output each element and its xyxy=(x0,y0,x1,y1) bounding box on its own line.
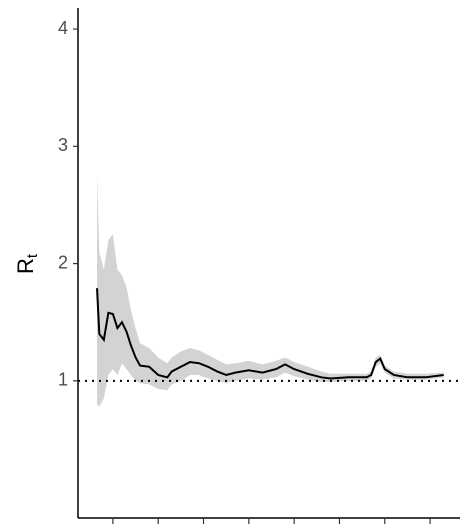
y-axis-label-main: R xyxy=(13,258,38,274)
y-tick-label: 1 xyxy=(58,370,68,390)
y-axis-label: Rt xyxy=(13,253,41,274)
confidence-band xyxy=(97,175,444,407)
y-axis-label-sub: t xyxy=(24,253,41,258)
y-tick-label: 2 xyxy=(58,252,68,272)
y-tick-label: 3 xyxy=(58,135,68,155)
rt-line xyxy=(96,288,444,380)
y-tick-label: 4 xyxy=(58,18,68,38)
